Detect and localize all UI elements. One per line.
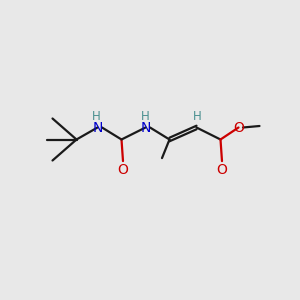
Text: N: N [140,121,151,134]
Text: O: O [118,163,128,176]
Text: H: H [140,110,149,123]
Text: O: O [233,121,244,134]
Text: H: H [193,110,202,123]
Text: N: N [92,121,103,134]
Text: O: O [217,163,227,176]
Text: H: H [92,110,101,123]
